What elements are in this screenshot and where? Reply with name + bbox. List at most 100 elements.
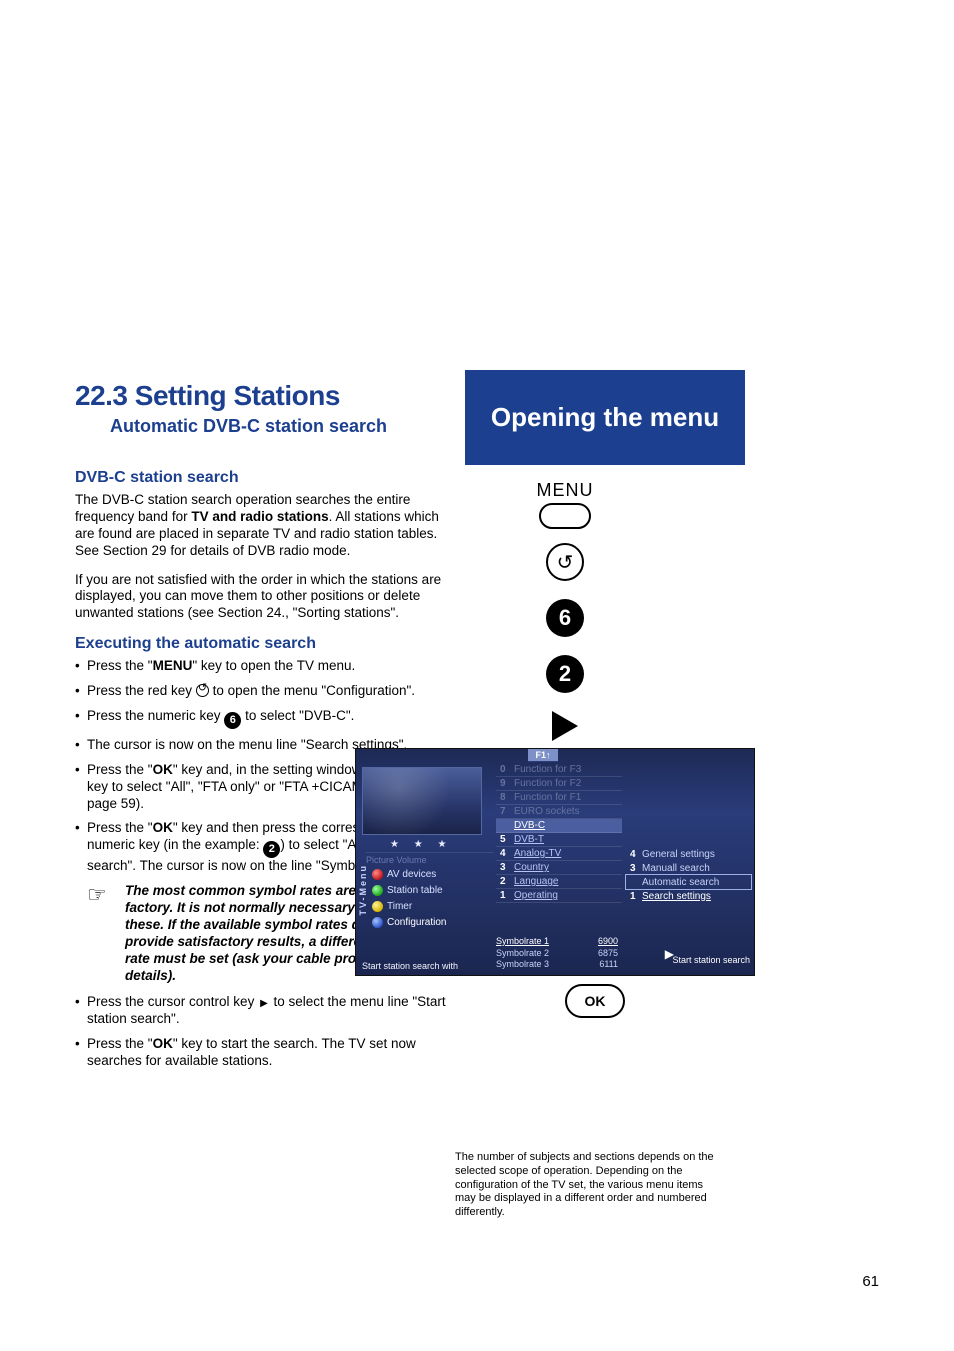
right-row: 4General settings bbox=[626, 847, 751, 861]
mid-row-label: Function for F2 bbox=[514, 778, 581, 789]
text-bold: TV and radio stations bbox=[191, 509, 328, 524]
text: Press the numeric key bbox=[87, 708, 224, 723]
paragraph-intro: The DVB-C station search operation searc… bbox=[75, 492, 457, 560]
sym-key: Symbolrate 3 bbox=[496, 959, 549, 971]
red-dot-icon bbox=[372, 869, 383, 880]
numeric-key-2-icon: 2 bbox=[263, 841, 280, 858]
text: to select "DVB-C". bbox=[241, 708, 354, 723]
text: Press the cursor control key bbox=[87, 994, 258, 1009]
mid-row-num: 2 bbox=[500, 876, 514, 887]
heading-executing: Executing the automatic search bbox=[75, 634, 457, 654]
mid-row-label: Language bbox=[514, 876, 559, 887]
paragraph-reorder: If you are not satisfied with the order … bbox=[75, 572, 457, 623]
sidebar-title: TV-Menu bbox=[358, 864, 368, 916]
mid-row-label: Function for F1 bbox=[514, 792, 581, 803]
left-dim-label: Picture Volume bbox=[366, 852, 494, 865]
footnote: The number of subjects and sections depe… bbox=[455, 1151, 723, 1220]
mid-row-label: Analog-TV bbox=[514, 848, 561, 859]
mid-row-label: Country bbox=[514, 862, 549, 873]
right-row-label: Manuall search bbox=[642, 863, 710, 874]
mid-row: 3Country bbox=[496, 861, 622, 875]
mid-row-label: DVB-T bbox=[514, 834, 544, 845]
step-ok-start: Press the "OK" key to start the search. … bbox=[75, 1036, 457, 1070]
mid-row-num: 1 bbox=[500, 890, 514, 901]
ok-key-icon: OK bbox=[565, 984, 625, 1018]
mid-row-num: 8 bbox=[500, 792, 514, 803]
section-title-block: 22.3 Setting Stations Automatic DVB-C st… bbox=[75, 380, 387, 437]
text: Press the " bbox=[87, 762, 153, 777]
right-row-num: 4 bbox=[630, 849, 642, 860]
numeric-key-6-large-icon: 6 bbox=[546, 599, 584, 637]
text: " key to open the TV menu. bbox=[192, 658, 355, 673]
start-search-label: Start station search bbox=[672, 955, 750, 965]
sym-key: Symbolrate 2 bbox=[496, 948, 549, 960]
menu-label: MENU bbox=[490, 480, 640, 501]
step-press-red: Press the red key to open the menu "Conf… bbox=[75, 683, 457, 700]
page-number: 61 bbox=[862, 1273, 879, 1290]
right-row-boxed: Automatic search bbox=[626, 875, 751, 889]
green-dot-icon bbox=[372, 885, 383, 896]
numeric-key-2-large-icon: 2 bbox=[546, 655, 584, 693]
mid-row-num: 4 bbox=[500, 848, 514, 859]
mid-row: 2Language bbox=[496, 875, 622, 889]
mid-row-selected: DVB-C bbox=[496, 819, 622, 833]
preview-thumbnail bbox=[362, 767, 482, 835]
mid-row: 4Analog-TV bbox=[496, 847, 622, 861]
step-cursor-right: Press the cursor control key to select t… bbox=[75, 994, 457, 1028]
text-bold: OK bbox=[153, 1036, 173, 1051]
mid-row-label: Function for F3 bbox=[514, 764, 581, 775]
mid-row-label: DVB-C bbox=[514, 820, 545, 831]
mid-row: 9Function for F2 bbox=[496, 777, 622, 791]
menu-key-icon bbox=[539, 503, 591, 529]
mid-row: 0Function for F3 bbox=[496, 763, 622, 777]
mid-row: 8Function for F1 bbox=[496, 791, 622, 805]
mid-row-num: 9 bbox=[500, 778, 514, 789]
sym-val: 6111 bbox=[599, 959, 618, 971]
mid-menu: 0Function for F3 9Function for F2 8Funct… bbox=[496, 763, 622, 903]
text-bold: MENU bbox=[153, 658, 193, 673]
right-row-num: 3 bbox=[630, 863, 642, 874]
right-row: 3Manuall search bbox=[626, 861, 751, 875]
right-row-num: 1 bbox=[630, 891, 642, 902]
section-number-title: 22.3 Setting Stations bbox=[75, 380, 387, 412]
text: Press the " bbox=[87, 1036, 153, 1051]
star-rating-icon: ★ ★ ★ bbox=[390, 839, 452, 850]
tv-menu-screenshot: F1↑ ★ ★ ★ Picture Volume TV-Menu AV devi… bbox=[355, 748, 755, 976]
left-menu-label: Configuration bbox=[387, 917, 446, 928]
step-press-menu: Press the "MENU" key to open the TV menu… bbox=[75, 658, 457, 675]
sym-val: 6900 bbox=[598, 936, 618, 948]
left-menu-av: AV devices bbox=[372, 867, 494, 882]
step-numeric-6: Press the numeric key 6 to select "DVB-C… bbox=[75, 708, 457, 729]
section-subtitle: Automatic DVB-C station search bbox=[75, 416, 387, 437]
banner-opening-menu: Opening the menu bbox=[465, 370, 745, 465]
mid-row: 1Operating bbox=[496, 889, 622, 903]
mid-row: 7EURO sockets bbox=[496, 805, 622, 819]
remote-nav-keys: MENU ↺ 6 2 bbox=[490, 480, 640, 741]
left-menu-label: Timer bbox=[387, 901, 412, 912]
red-key-icon bbox=[196, 684, 209, 697]
yellow-dot-icon bbox=[372, 901, 383, 912]
osd-footer-hint: Start station search with bbox=[362, 961, 487, 971]
mid-row-num: 3 bbox=[500, 862, 514, 873]
right-row-selected: 1Search settings bbox=[626, 889, 751, 903]
blue-dot-icon bbox=[372, 917, 383, 928]
text: Press the " bbox=[87, 658, 153, 673]
f1-tab: F1↑ bbox=[528, 748, 558, 762]
right-row-label: Automatic search bbox=[642, 877, 719, 888]
left-menu-timer: Timer bbox=[372, 899, 494, 914]
text-bold: OK bbox=[153, 820, 173, 835]
sym-val: 6875 bbox=[598, 948, 618, 960]
mid-row-label: EURO sockets bbox=[514, 806, 580, 817]
mid-row-label: Operating bbox=[514, 890, 558, 901]
right-row-label: Search settings bbox=[642, 891, 711, 902]
mid-row-num: 7 bbox=[500, 806, 514, 817]
mid-row-num: 5 bbox=[500, 834, 514, 845]
left-menu-config: Configuration bbox=[372, 915, 494, 930]
right-row-label: General settings bbox=[642, 849, 715, 860]
mid-row: 5DVB-T bbox=[496, 833, 622, 847]
text-bold: OK bbox=[153, 762, 173, 777]
right-arrow-key-icon bbox=[552, 711, 578, 741]
right-menu: 4General settings 3Manuall search Automa… bbox=[626, 847, 751, 903]
text: to open the menu "Configuration". bbox=[209, 683, 415, 698]
text: Press the red key bbox=[87, 683, 196, 698]
